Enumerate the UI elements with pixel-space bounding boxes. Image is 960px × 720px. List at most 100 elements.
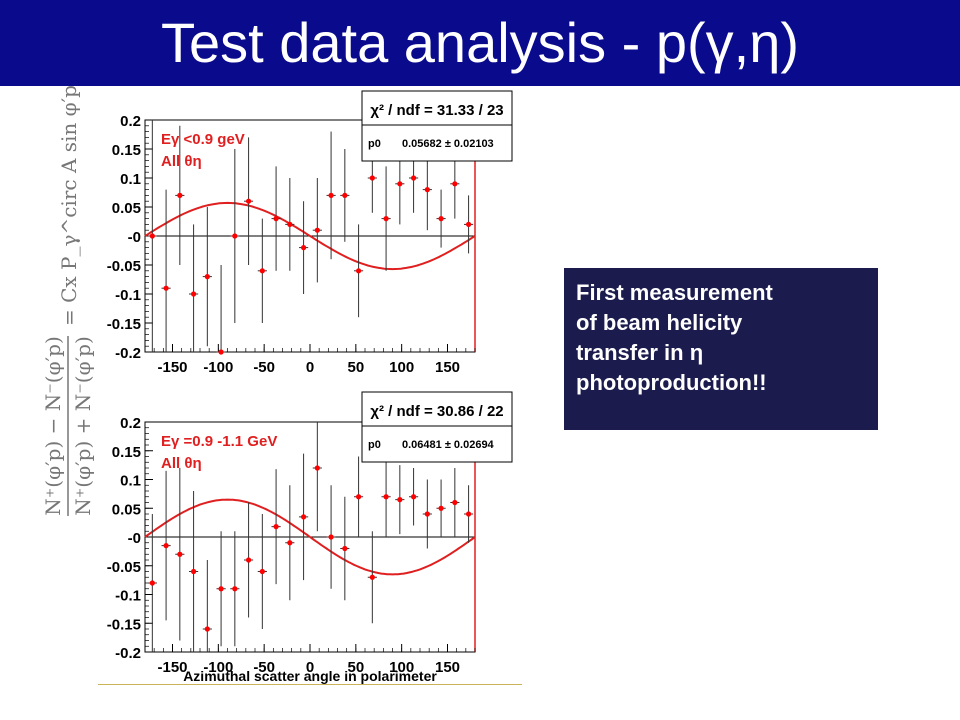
y-tick-label: 0.05 bbox=[112, 501, 141, 518]
y-tick-label: 0.1 bbox=[120, 171, 141, 188]
data-point bbox=[149, 580, 155, 586]
callout-line: of beam helicity bbox=[576, 310, 743, 335]
formula-denominator: N⁺(φ′p) + N⁻(φ′p) bbox=[71, 336, 95, 516]
data-point bbox=[452, 499, 458, 506]
stats-box bbox=[361, 90, 513, 162]
title-bar bbox=[0, 0, 960, 86]
stats-chi2: χ² / ndf = 31.33 / 23 bbox=[370, 102, 503, 119]
data-point bbox=[232, 586, 238, 592]
data-point bbox=[438, 216, 444, 222]
plot-annotation: Eγ =0.9 -1.1 GeV bbox=[161, 433, 277, 450]
data-point bbox=[177, 551, 183, 557]
y-tick-label: -0.05 bbox=[107, 559, 141, 576]
y-tick-label: -0.15 bbox=[107, 316, 141, 333]
y-tick-label: -0.2 bbox=[115, 645, 141, 662]
x-tick-label: -100 bbox=[203, 359, 233, 376]
x-axis-label-underline bbox=[98, 684, 522, 685]
data-point bbox=[273, 216, 279, 222]
formula-numerator: N⁺(φ′p) − N⁻(φ′p) bbox=[41, 336, 65, 516]
fit-curve bbox=[144, 201, 476, 271]
x-tick-label: -150 bbox=[157, 659, 187, 676]
data-point bbox=[287, 221, 293, 227]
data-point bbox=[204, 626, 210, 632]
plot-high-energy: 0.2 0.15 0.1 0.05 -0 -0.05 -0.1 -0.15 -0.2 -150 -1… bbox=[107, 391, 513, 676]
data-point bbox=[452, 181, 458, 187]
data-point bbox=[410, 494, 417, 500]
data-point bbox=[424, 187, 430, 193]
stats-param-name: p0 bbox=[368, 138, 381, 150]
data-point bbox=[259, 268, 265, 274]
x-tick-label: 150 bbox=[435, 659, 460, 676]
y-tick-label: -0.1 bbox=[115, 588, 141, 605]
slide-title: Test data analysis - p(γ,η) bbox=[160, 11, 800, 74]
y-tick-label: 0.2 bbox=[120, 415, 141, 432]
x-tick-label: -50 bbox=[253, 659, 275, 676]
data-point bbox=[190, 568, 197, 575]
data-point bbox=[369, 574, 375, 580]
x-tick-label: 50 bbox=[347, 659, 364, 676]
x-tick-label: -50 bbox=[253, 359, 275, 376]
data-point bbox=[369, 175, 375, 181]
data-point bbox=[355, 268, 362, 274]
stats-box bbox=[361, 391, 513, 463]
data-point bbox=[383, 216, 389, 222]
data-point bbox=[287, 540, 293, 546]
data-point bbox=[438, 505, 444, 511]
data-point bbox=[300, 514, 307, 520]
callout-line: First measurement bbox=[576, 280, 773, 305]
callout-line: transfer in η bbox=[576, 340, 704, 365]
stats-param-name: p0 bbox=[368, 439, 381, 451]
formula-graphic: N⁺(φ′p) − N⁻(φ′p) N⁺(φ′p) + N⁻(φ′p) = Cx… bbox=[41, 86, 95, 516]
y-tick-label: -0.2 bbox=[115, 345, 141, 362]
data-point bbox=[204, 274, 210, 280]
data-point bbox=[218, 586, 224, 592]
callout-box: First measurement of beam helicity trans… bbox=[564, 268, 878, 430]
data-point bbox=[383, 494, 389, 500]
x-tick-label: -100 bbox=[203, 659, 233, 676]
data-point bbox=[300, 245, 307, 251]
data-point bbox=[245, 198, 252, 204]
plot-annotation: Eγ <0.9 geV bbox=[161, 131, 245, 148]
x-axis-label: Azimuthal scatter angle in polarimeter bbox=[183, 668, 437, 684]
data-point bbox=[397, 181, 403, 187]
y-tick-label: 0.1 bbox=[120, 473, 141, 490]
data-point bbox=[273, 524, 279, 530]
formula-rhs: = Cx P_γ^circ A sin φ′p bbox=[57, 86, 81, 326]
data-point bbox=[314, 465, 320, 471]
y-tick-label: 0.15 bbox=[112, 444, 141, 461]
y-tick-label: -0.15 bbox=[107, 616, 141, 633]
data-point bbox=[465, 221, 472, 227]
x-tick-label: 50 bbox=[347, 359, 364, 376]
x-tick-label: -150 bbox=[157, 359, 187, 376]
data-point bbox=[397, 497, 403, 503]
stats-chi2: χ² / ndf = 30.86 / 22 bbox=[370, 403, 503, 420]
data-point bbox=[163, 543, 169, 549]
callout-line: photoproduction!! bbox=[576, 370, 767, 395]
x-tick-label: 0 bbox=[306, 359, 314, 376]
data-point bbox=[218, 349, 224, 355]
plots-canvas: 0.2 0.15 0.1 0.05 -0 -0.05 -0.1 -0.15 -0.2 -150 -1… bbox=[107, 90, 513, 676]
x-tick-label: 100 bbox=[389, 359, 414, 376]
data-point bbox=[163, 285, 169, 291]
data-point bbox=[342, 545, 348, 552]
y-tick-label: 0.15 bbox=[112, 142, 141, 159]
y-tick-label: -0 bbox=[128, 530, 141, 547]
data-point bbox=[424, 511, 430, 517]
fit-curve bbox=[144, 498, 476, 576]
y-tick-label: 0.2 bbox=[120, 113, 141, 130]
data-point bbox=[259, 568, 265, 575]
x-tick-label: 100 bbox=[389, 659, 414, 676]
data-point bbox=[328, 192, 334, 198]
x-tick-label: 150 bbox=[435, 359, 460, 376]
y-tick-label: -0.1 bbox=[115, 287, 141, 304]
data-point bbox=[149, 233, 155, 239]
data-point bbox=[342, 192, 348, 198]
data-point bbox=[410, 175, 417, 181]
data-point bbox=[190, 291, 197, 297]
data-point bbox=[465, 511, 472, 517]
plot-annotation: All θη bbox=[161, 455, 202, 472]
data-point bbox=[314, 227, 320, 233]
data-point bbox=[245, 557, 252, 563]
y-tick-label: -0 bbox=[128, 229, 141, 246]
y-tick-label: -0.05 bbox=[107, 258, 141, 275]
